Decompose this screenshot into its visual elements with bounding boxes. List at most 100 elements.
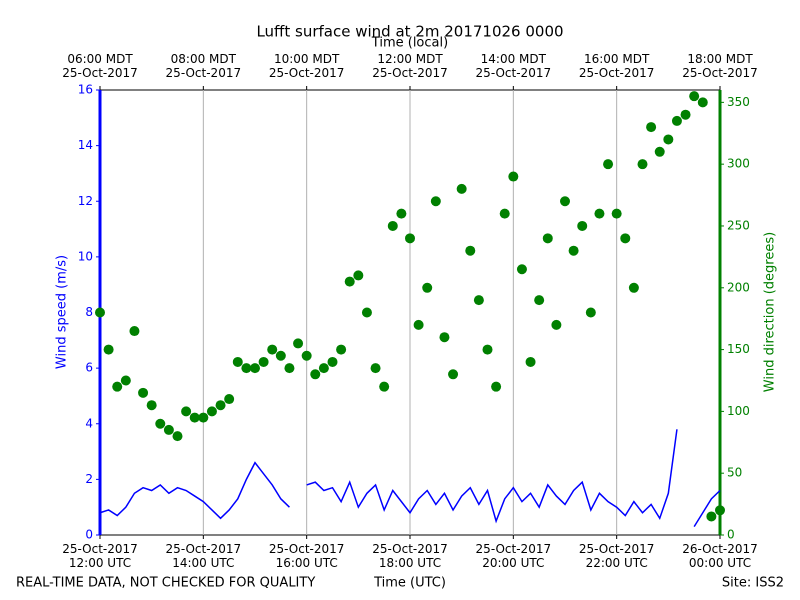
wind-direction-point: [258, 356, 269, 367]
wind-direction-point: [405, 233, 415, 244]
wind-direction-point: [112, 381, 123, 392]
wind-direction-point: [568, 245, 579, 256]
wind-direction-point: [155, 418, 166, 429]
wind-direction-point: [189, 412, 200, 423]
y-tick-label: 12: [78, 194, 93, 208]
y-tick-label: 8: [85, 305, 93, 319]
wind-direction-point: [680, 109, 691, 120]
wind-direction-point: [715, 505, 725, 516]
wind-direction-point: [241, 363, 252, 374]
wind-direction-point: [551, 319, 562, 330]
wind-direction-point: [396, 208, 407, 219]
wind-direction-point: [611, 208, 622, 219]
y2-tick-label: 300: [727, 157, 750, 171]
wind-direction-point: [353, 270, 364, 281]
x2-tick-label: 12:00 MDT 25-Oct-2017: [372, 52, 448, 80]
wind-direction-point: [370, 363, 381, 374]
y-tick-label: 6: [85, 361, 93, 375]
y-tick-label: 16: [78, 83, 93, 97]
wind-direction-point: [439, 332, 450, 343]
y2-tick-label: 100: [727, 404, 750, 418]
wind-direction-point: [516, 264, 527, 275]
wind-direction-point: [620, 233, 631, 244]
wind-direction-point: [448, 369, 459, 380]
y-tick-label: 14: [78, 138, 93, 152]
y2-tick-label: 350: [727, 95, 750, 109]
x-tick-label: 25-Oct-2017 14:00 UTC: [165, 542, 242, 570]
wind-direction-point: [508, 171, 519, 182]
wind-direction-point: [534, 295, 545, 306]
wind-direction-point: [577, 220, 588, 231]
wind-direction-point: [430, 196, 441, 207]
x2-tick-label: 08:00 MDT 25-Oct-2017: [165, 52, 242, 80]
wind-direction-point: [103, 344, 114, 355]
wind-direction-point: [465, 245, 476, 256]
wind-direction-point: [413, 319, 424, 330]
wind-direction-point: [646, 122, 657, 133]
wind-direction-point: [172, 431, 183, 442]
wind-direction-point: [456, 183, 467, 194]
wind-direction-point: [336, 344, 347, 355]
y-tick-label: 10: [78, 249, 93, 263]
wind-direction-point: [473, 295, 484, 306]
y2-tick-label: 0: [727, 528, 735, 542]
wind-direction-point: [628, 282, 639, 293]
wind-direction-point: [482, 344, 493, 355]
wind-direction-point: [594, 208, 605, 219]
y-axis-label: Wind speed (m/s): [55, 255, 70, 369]
wind-direction-point: [689, 91, 700, 102]
wind-direction-point: [542, 233, 553, 244]
wind-direction-point: [344, 276, 355, 287]
wind-direction-point: [163, 424, 174, 435]
y2-tick-label: 250: [727, 218, 750, 232]
wind-direction-point: [198, 412, 209, 423]
x2-tick-label: 14:00 MDT 25-Oct-2017: [475, 52, 552, 80]
wind-direction-point: [663, 134, 674, 145]
wind-direction-point: [275, 350, 286, 361]
x-tick-label: 25-Oct-2017 18:00 UTC: [372, 542, 448, 570]
x-tick-label: 25-Oct-2017 20:00 UTC: [475, 542, 552, 570]
wind-direction-point: [120, 375, 131, 386]
x2-tick-label: 16:00 MDT 25-Oct-2017: [578, 52, 655, 80]
wind-direction-point: [379, 381, 390, 392]
wind-direction-point: [215, 400, 226, 411]
site-label: Site: ISS2: [722, 576, 784, 591]
wind-direction-point: [654, 146, 665, 157]
wind-speed-line: [99, 429, 721, 528]
x2-axis-label: Time (local): [371, 36, 448, 51]
y2-tick-label: 50: [727, 466, 742, 480]
wind-direction-point: [697, 97, 708, 108]
wind-direction-point: [637, 159, 648, 170]
wind-direction-point: [387, 220, 398, 231]
y2-tick-label: 150: [727, 342, 750, 356]
x2-tick-label: 10:00 MDT 25-Oct-2017: [268, 52, 345, 80]
wind-direction-point: [560, 196, 570, 207]
chart-title: Lufft surface wind at 2m 20171026 0000: [256, 23, 563, 41]
x2-tick-label: 18:00 MDT 25-Oct-2017: [682, 52, 758, 80]
wind-direction-point: [499, 208, 510, 219]
x-tick-label: 25-Oct-2017 12:00 UTC: [62, 542, 138, 570]
wind-direction-point: [318, 363, 329, 374]
wind-direction-point: [327, 356, 338, 367]
wind-direction-point: [361, 307, 372, 318]
wind-direction-point: [95, 307, 105, 318]
wind-direction-point: [250, 363, 260, 374]
footer-note: REAL-TIME DATA, NOT CHECKED FOR QUALITY: [16, 576, 315, 591]
wind-direction-point: [525, 356, 536, 367]
y-tick-label: 4: [85, 416, 93, 430]
wind-direction-point: [206, 406, 217, 417]
x-tick-label: 25-Oct-2017 22:00 UTC: [578, 542, 655, 570]
wind-direction-point: [585, 307, 596, 318]
x-tick-label: 26-Oct-2017 00:00 UTC: [682, 542, 758, 570]
y-tick-label: 0: [85, 528, 93, 542]
wind-direction-point: [267, 344, 278, 355]
y2-tick-label: 200: [727, 280, 750, 294]
wind-direction-point: [310, 369, 321, 380]
wind-direction-point: [284, 363, 295, 374]
wind-direction-point: [706, 511, 717, 522]
x-axis-label: Time (UTC): [373, 576, 446, 591]
wind-direction-point: [491, 381, 502, 392]
wind-direction-point: [129, 326, 140, 337]
x-tick-label: 25-Oct-2017 16:00 UTC: [268, 542, 345, 570]
